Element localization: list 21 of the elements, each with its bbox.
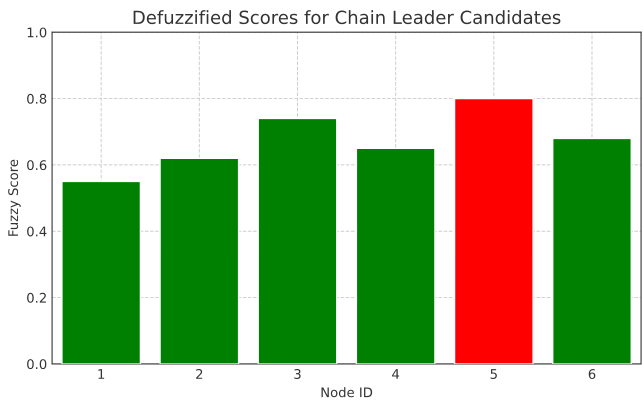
- chart-title: Defuzzified Scores for Chain Leader Candidates: [134, 10, 560, 24]
- y-tick-label: 0.4: [27, 226, 46, 236]
- x-tick-label: 5: [490, 369, 497, 379]
- bar: [552, 138, 632, 364]
- y-tick-label: 0.8: [27, 94, 46, 104]
- y-axis-title: Fuzzy Score: [8, 160, 21, 236]
- x-axis-title: Node ID: [322, 387, 372, 398]
- bar: [258, 118, 338, 364]
- x-tick-label: 1: [98, 369, 104, 379]
- bar: [159, 158, 240, 364]
- y-tick-label: 0.0: [27, 359, 46, 370]
- y-tick-label: 1.0: [28, 27, 46, 38]
- y-tick-label: 0.2: [27, 292, 46, 303]
- x-tick-label: 4: [392, 369, 400, 379]
- x-tick-label: 6: [588, 369, 596, 379]
- bar: [356, 148, 436, 364]
- x-tick-label: 3: [294, 369, 301, 379]
- x-tick-label: 2: [196, 369, 202, 379]
- y-tick-label: 0.6: [27, 160, 46, 170]
- bar: [454, 98, 534, 364]
- bar: [61, 180, 142, 364]
